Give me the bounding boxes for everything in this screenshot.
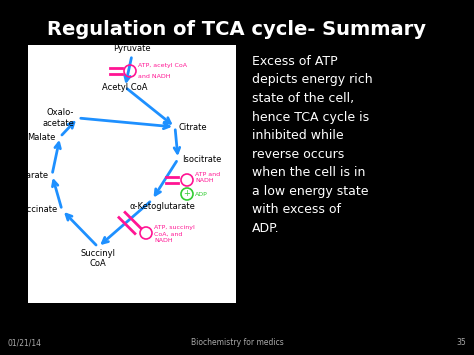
Text: Malate: Malate [27,132,56,142]
Text: Isocitrate: Isocitrate [182,154,221,164]
Text: Citrate: Citrate [179,122,208,131]
Text: NADH: NADH [195,178,214,182]
Text: Acetyl CoA: Acetyl CoA [102,82,148,92]
Text: Succinyl
CoA: Succinyl CoA [81,249,116,268]
Text: Excess of ATP
depicts energy rich
state of the cell,
hence TCA cycle is
inhibite: Excess of ATP depicts energy rich state … [252,55,373,235]
Text: ATP, succinyl: ATP, succinyl [154,224,195,229]
Text: 01/21/14: 01/21/14 [8,338,42,347]
Text: ATP and: ATP and [195,171,220,176]
Text: Regulation of TCA cycle- Summary: Regulation of TCA cycle- Summary [47,20,427,39]
Text: Fumarate: Fumarate [8,170,48,180]
Text: NADH: NADH [154,239,173,244]
Text: ADP: ADP [195,191,208,197]
Text: 35: 35 [456,338,466,347]
Text: Pyruvate: Pyruvate [113,44,151,53]
Text: α-Ketoglutarate: α-Ketoglutarate [129,202,195,211]
Text: +: + [183,190,191,198]
Bar [28,45,236,303]
Text: and NADH: and NADH [138,73,171,78]
Text: Succinate: Succinate [17,206,58,214]
Text: Oxalo-
acetate: Oxalo- acetate [42,108,74,128]
Text: CoA, and: CoA, and [154,231,182,236]
Text: Biochemistry for medics: Biochemistry for medics [191,338,283,347]
Text: ATP, acetyl CoA: ATP, acetyl CoA [138,64,187,69]
